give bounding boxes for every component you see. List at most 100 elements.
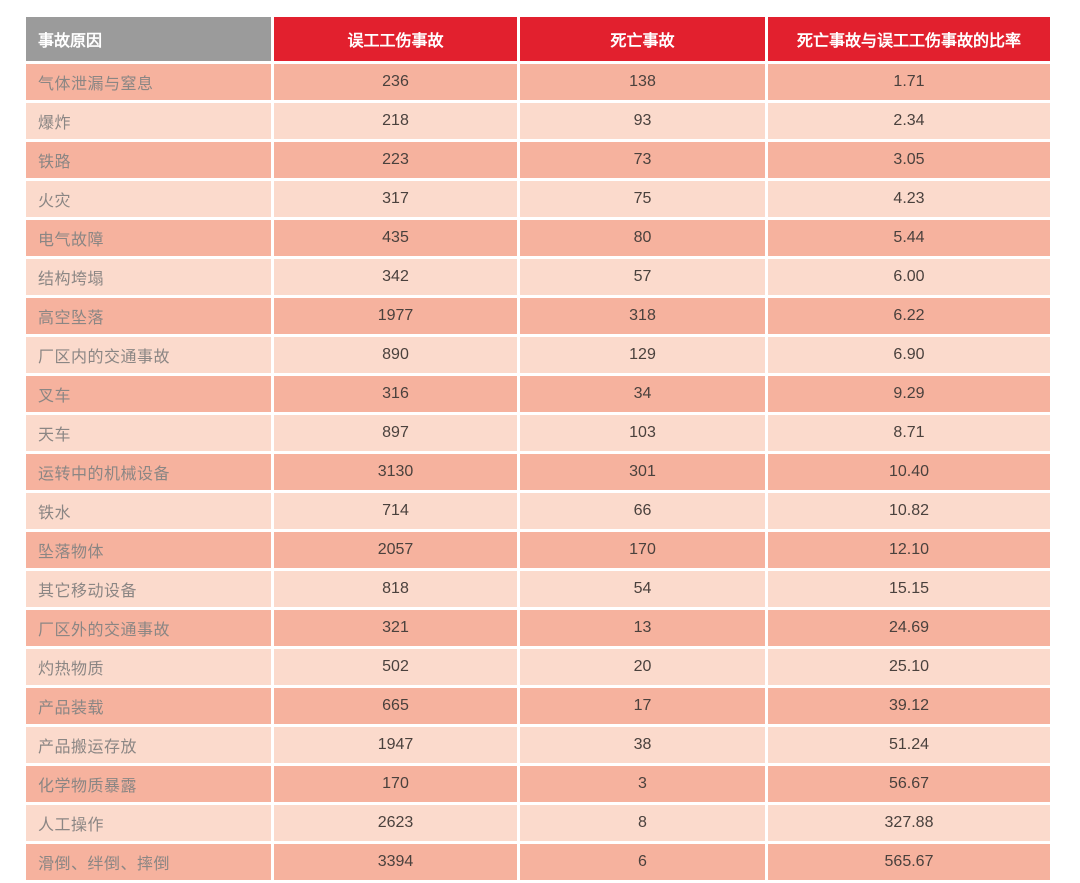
cause-cell: 坠落物体 [26,532,271,568]
cause-cell: 叉车 [26,376,271,412]
value-cell: 75 [520,181,765,217]
table-row: 天车 897 103 8.71 [26,415,1050,451]
value-cell: 2.34 [768,103,1050,139]
table-row: 灼热物质 502 20 25.10 [26,649,1050,685]
value-cell: 223 [274,142,517,178]
cause-cell: 灼热物质 [26,649,271,685]
value-cell: 170 [274,766,517,802]
header-row: 事故原因 误工工伤事故 死亡事故 死亡事故与误工工伤事故的比率 [26,17,1050,61]
header-cell-2: 误工工伤事故 [274,17,517,61]
cause-cell: 人工操作 [26,805,271,841]
table-row: 运转中的机械设备 3130 301 10.40 [26,454,1050,490]
table-row: 铁水 714 66 10.82 [26,493,1050,529]
table-row: 结构垮塌 342 57 6.00 [26,259,1050,295]
value-cell: 665 [274,688,517,724]
table-row: 厂区内的交通事故 890 129 6.90 [26,337,1050,373]
value-cell: 897 [274,415,517,451]
table-row: 产品搬运存放 1947 38 51.24 [26,727,1050,763]
value-cell: 2623 [274,805,517,841]
cause-cell: 其它移动设备 [26,571,271,607]
header-cell-4: 死亡事故与误工工伤事故的比率 [768,17,1050,61]
value-cell: 138 [520,64,765,100]
value-cell: 129 [520,337,765,373]
value-cell: 56.67 [768,766,1050,802]
value-cell: 5.44 [768,220,1050,256]
value-cell: 565.67 [768,844,1050,880]
value-cell: 73 [520,142,765,178]
table-row: 爆炸 218 93 2.34 [26,103,1050,139]
table-row: 厂区外的交通事故 321 13 24.69 [26,610,1050,646]
table-row: 铁路 223 73 3.05 [26,142,1050,178]
value-cell: 80 [520,220,765,256]
value-cell: 6.90 [768,337,1050,373]
table-row: 化学物质暴露 170 3 56.67 [26,766,1050,802]
table-body: 气体泄漏与窒息 236 138 1.71 爆炸 218 93 2.34 铁路 223 73 3.05 火… [26,64,1050,880]
value-cell: 25.10 [768,649,1050,685]
value-cell: 6.22 [768,298,1050,334]
value-cell: 3.05 [768,142,1050,178]
value-cell: 502 [274,649,517,685]
value-cell: 3 [520,766,765,802]
cause-cell: 产品装载 [26,688,271,724]
value-cell: 317 [274,181,517,217]
value-cell: 24.69 [768,610,1050,646]
value-cell: 8 [520,805,765,841]
header-cell-cause: 事故原因 [26,17,271,61]
table-row: 气体泄漏与窒息 236 138 1.71 [26,64,1050,100]
table-row: 其它移动设备 818 54 15.15 [26,571,1050,607]
value-cell: 93 [520,103,765,139]
cause-cell: 厂区内的交通事故 [26,337,271,373]
value-cell: 66 [520,493,765,529]
value-cell: 714 [274,493,517,529]
value-cell: 10.82 [768,493,1050,529]
value-cell: 38 [520,727,765,763]
value-cell: 327.88 [768,805,1050,841]
value-cell: 321 [274,610,517,646]
table-row: 产品装载 665 17 39.12 [26,688,1050,724]
value-cell: 4.23 [768,181,1050,217]
cause-cell: 天车 [26,415,271,451]
table-row: 电气故障 435 80 5.44 [26,220,1050,256]
cause-cell: 电气故障 [26,220,271,256]
cause-cell: 爆炸 [26,103,271,139]
cause-cell: 运转中的机械设备 [26,454,271,490]
value-cell: 2057 [274,532,517,568]
cause-cell: 产品搬运存放 [26,727,271,763]
value-cell: 3394 [274,844,517,880]
page: 事故原因 误工工伤事故 死亡事故 死亡事故与误工工伤事故的比率 气体泄漏与窒息 236 1… [26,17,1050,880]
value-cell: 57 [520,259,765,295]
cause-cell: 火灾 [26,181,271,217]
cause-cell: 高空坠落 [26,298,271,334]
value-cell: 301 [520,454,765,490]
value-cell: 8.71 [768,415,1050,451]
value-cell: 10.40 [768,454,1050,490]
cause-cell: 铁水 [26,493,271,529]
table-row: 高空坠落 1977 318 6.22 [26,298,1050,334]
cause-cell: 化学物质暴露 [26,766,271,802]
value-cell: 1947 [274,727,517,763]
table-header: 事故原因 误工工伤事故 死亡事故 死亡事故与误工工伤事故的比率 [26,17,1050,61]
value-cell: 218 [274,103,517,139]
value-cell: 170 [520,532,765,568]
value-cell: 12.10 [768,532,1050,568]
table-row: 叉车 316 34 9.29 [26,376,1050,412]
table-row: 坠落物体 2057 170 12.10 [26,532,1050,568]
value-cell: 6 [520,844,765,880]
value-cell: 316 [274,376,517,412]
value-cell: 17 [520,688,765,724]
value-cell: 1.71 [768,64,1050,100]
value-cell: 6.00 [768,259,1050,295]
cause-cell: 铁路 [26,142,271,178]
value-cell: 15.15 [768,571,1050,607]
value-cell: 13 [520,610,765,646]
cause-cell: 厂区外的交通事故 [26,610,271,646]
value-cell: 318 [520,298,765,334]
table-row: 滑倒、绊倒、摔倒 3394 6 565.67 [26,844,1050,880]
table-row: 人工操作 2623 8 327.88 [26,805,1050,841]
value-cell: 20 [520,649,765,685]
value-cell: 34 [520,376,765,412]
value-cell: 51.24 [768,727,1050,763]
accident-cause-table: 事故原因 误工工伤事故 死亡事故 死亡事故与误工工伤事故的比率 气体泄漏与窒息 236 1… [23,14,1053,883]
cause-cell: 滑倒、绊倒、摔倒 [26,844,271,880]
header-cell-3: 死亡事故 [520,17,765,61]
